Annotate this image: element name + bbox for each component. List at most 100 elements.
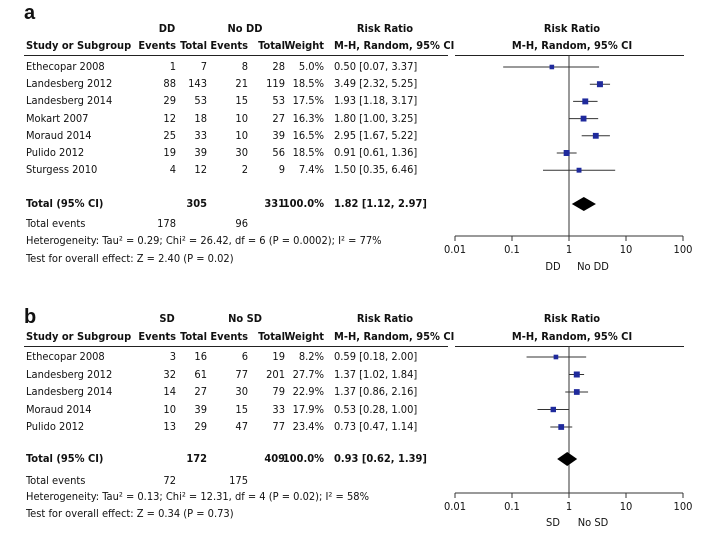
events2-value: 47 bbox=[235, 420, 248, 433]
total-events2: 96 bbox=[235, 217, 248, 230]
ci-value: 2.95 [1.67, 5.22] bbox=[334, 128, 418, 142]
ci-value: 1.80 [1.00, 3.25] bbox=[334, 111, 418, 125]
events2-value: 10 bbox=[235, 111, 248, 125]
favours-right-label: No DD bbox=[577, 260, 609, 273]
plot-title: Risk Ratio bbox=[543, 312, 601, 325]
effect-marker bbox=[580, 115, 587, 122]
weight-value: 22.9% bbox=[292, 385, 324, 398]
favours-right-label: No SD bbox=[577, 516, 609, 529]
events1-value: 13 bbox=[163, 420, 176, 433]
total2-header: Total bbox=[258, 330, 285, 343]
risk-ratio-title: Risk Ratio bbox=[356, 22, 414, 35]
ci-value: 3.49 [2.32, 5.25] bbox=[334, 77, 418, 91]
study-name: Landesberg 2012 bbox=[26, 77, 113, 91]
weight-value: 16.5% bbox=[292, 128, 324, 142]
events1-value: 10 bbox=[163, 402, 176, 416]
group1-header: SD bbox=[159, 312, 175, 325]
header-divider bbox=[24, 55, 448, 56]
study-name: Sturgess 2010 bbox=[26, 163, 98, 177]
effect-marker bbox=[582, 98, 589, 105]
total1-header: Total bbox=[180, 330, 207, 343]
x-tick-label: 100 bbox=[673, 500, 693, 513]
study-name: Ethecopar 2008 bbox=[26, 350, 105, 363]
x-tick-label: 10 bbox=[619, 243, 633, 256]
events2-value: 8 bbox=[241, 60, 248, 73]
plot-method-header: M-H, Random, 95% CI bbox=[511, 330, 633, 343]
total-weight: 100.0% bbox=[282, 197, 324, 210]
events2-value: 21 bbox=[235, 77, 248, 91]
total-ci: 0.93 [0.62, 1.39] bbox=[334, 452, 427, 465]
events1-value: 25 bbox=[163, 128, 176, 142]
study-header: Study or Subgroup bbox=[26, 330, 132, 343]
total1-value: 61 bbox=[194, 367, 207, 381]
total-label: Total (95% CI) bbox=[26, 452, 104, 465]
study-header: Study or Subgroup bbox=[26, 39, 132, 52]
effect-marker bbox=[573, 389, 580, 395]
total-label: Total (95% CI) bbox=[26, 197, 104, 210]
total-events1: 72 bbox=[163, 474, 176, 487]
x-tick-label: 1 bbox=[565, 500, 573, 513]
study-name: Moraud 2014 bbox=[26, 128, 92, 142]
effect-marker bbox=[549, 64, 555, 70]
events2-value: 15 bbox=[235, 402, 248, 416]
total1-value: 16 bbox=[194, 350, 207, 363]
effect-marker bbox=[573, 371, 580, 378]
events2-value: 2 bbox=[241, 163, 248, 177]
total-ci: 1.82 [1.12, 2.97] bbox=[334, 197, 427, 210]
study-name: Pulido 2012 bbox=[26, 420, 85, 433]
events2-header: Events bbox=[210, 330, 248, 343]
ci-value: 0.53 [0.28, 1.00] bbox=[334, 402, 418, 416]
heterogeneity-text: Heterogeneity: Tau² = 0.13; Chi² = 12.31… bbox=[26, 490, 369, 503]
risk-ratio-title: Risk Ratio bbox=[356, 312, 414, 325]
ci-value: 1.50 [0.35, 6.46] bbox=[334, 163, 418, 177]
total-weight: 100.0% bbox=[282, 452, 324, 465]
total1-value: 7 bbox=[200, 60, 207, 73]
x-tick-label: 100 bbox=[673, 243, 693, 256]
effect-marker bbox=[576, 167, 582, 173]
effect-marker bbox=[558, 424, 565, 430]
total-events2: 175 bbox=[229, 474, 248, 487]
total-events-label: Total events bbox=[26, 474, 86, 487]
events1-value: 19 bbox=[163, 146, 176, 159]
total2-value: 53 bbox=[272, 94, 285, 108]
ci-value: 0.59 [0.18, 2.00] bbox=[334, 350, 418, 363]
pooled-diamond bbox=[571, 197, 596, 211]
total2-value: 9 bbox=[278, 163, 285, 177]
study-name: Mokart 2007 bbox=[26, 111, 89, 125]
overall-effect-text: Test for overall effect: Z = 0.34 (P = 0… bbox=[26, 507, 234, 520]
total2-value: 79 bbox=[272, 385, 285, 398]
x-tick-label: 1 bbox=[565, 243, 573, 256]
weight-value: 17.9% bbox=[292, 402, 324, 416]
total2-value: 27 bbox=[272, 111, 285, 125]
weight-value: 23.4% bbox=[292, 420, 324, 433]
total1-value: 18 bbox=[194, 111, 207, 125]
events2-value: 30 bbox=[235, 385, 248, 398]
total2-value: 33 bbox=[272, 402, 285, 416]
plot-title: Risk Ratio bbox=[543, 22, 601, 35]
total1-value: 29 bbox=[194, 420, 207, 433]
weight-value: 18.5% bbox=[292, 146, 324, 159]
events2-value: 6 bbox=[241, 350, 248, 363]
total2-sum: 331 bbox=[264, 197, 285, 210]
study-name: Landesberg 2012 bbox=[26, 367, 113, 381]
x-tick-label: 0.01 bbox=[443, 500, 467, 513]
ci-value: 0.73 [0.47, 1.14] bbox=[334, 420, 418, 433]
weight-value: 8.2% bbox=[298, 350, 324, 363]
total1-value: 27 bbox=[194, 385, 207, 398]
total1-value: 143 bbox=[188, 77, 207, 91]
total1-value: 53 bbox=[194, 94, 207, 108]
total2-value: 77 bbox=[272, 420, 285, 433]
total2-value: 201 bbox=[266, 367, 285, 381]
panel-label: a bbox=[24, 2, 36, 24]
effect-marker bbox=[563, 150, 570, 156]
weight-header: Weight bbox=[284, 330, 325, 343]
events1-value: 4 bbox=[169, 163, 176, 177]
events2-value: 15 bbox=[235, 94, 248, 108]
total1-header: Total bbox=[180, 39, 207, 52]
ci-value: 1.37 [1.02, 1.84] bbox=[334, 367, 418, 381]
total2-value: 28 bbox=[272, 60, 285, 73]
events1-value: 12 bbox=[163, 111, 176, 125]
total1-sum: 172 bbox=[186, 452, 207, 465]
